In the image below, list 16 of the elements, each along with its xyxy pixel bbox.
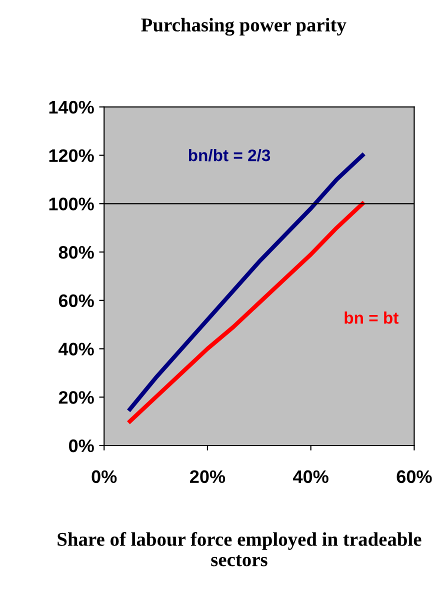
x-axis-title: Share of labour force employed in tradeable sectors bbox=[58, 532, 422, 566]
y-tick-label: 60% bbox=[58, 294, 94, 308]
text: bn = bt bbox=[344, 312, 398, 324]
x-tick-label: 60% bbox=[396, 470, 432, 484]
y-tick-label: 40% bbox=[58, 342, 94, 356]
text: bn/bt = 2/3 bbox=[188, 149, 270, 162]
y-tick-label: 140% bbox=[49, 100, 94, 114]
x-tick-label: 20% bbox=[190, 470, 226, 484]
y-tick-label: 0% bbox=[69, 439, 94, 452]
y-tick-label: 80% bbox=[58, 246, 94, 259]
y-tick-label: 20% bbox=[58, 391, 94, 404]
y-tick-label: 120% bbox=[49, 149, 94, 162]
x-tick-label: 40% bbox=[293, 470, 328, 484]
x-tick-label: 0% bbox=[92, 470, 117, 484]
y-tick-label: 100% bbox=[49, 198, 94, 210]
chart-title: Purchasing power parity bbox=[141, 18, 346, 36]
